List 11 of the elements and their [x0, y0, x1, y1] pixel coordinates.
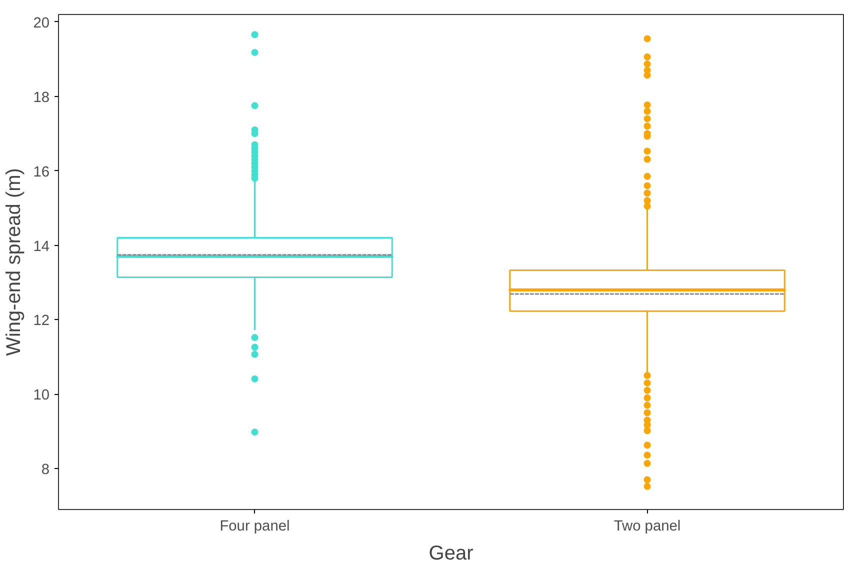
y-axis-title: Wing-end spread (m): [3, 168, 26, 356]
y-tick-label: 8: [41, 462, 50, 478]
x-tick-label: Four panel: [220, 518, 290, 534]
x-tick-label: Two panel: [614, 518, 681, 534]
y-tick-label: 10: [33, 388, 50, 404]
y-tick-label: 18: [33, 90, 50, 106]
y-tick-label: 20: [33, 15, 50, 32]
y-tick-label: 14: [33, 238, 50, 255]
x-axis-title: Gear: [428, 542, 474, 564]
y-tick-label: 12: [33, 313, 50, 330]
y-tick-label: 16: [33, 164, 50, 180]
